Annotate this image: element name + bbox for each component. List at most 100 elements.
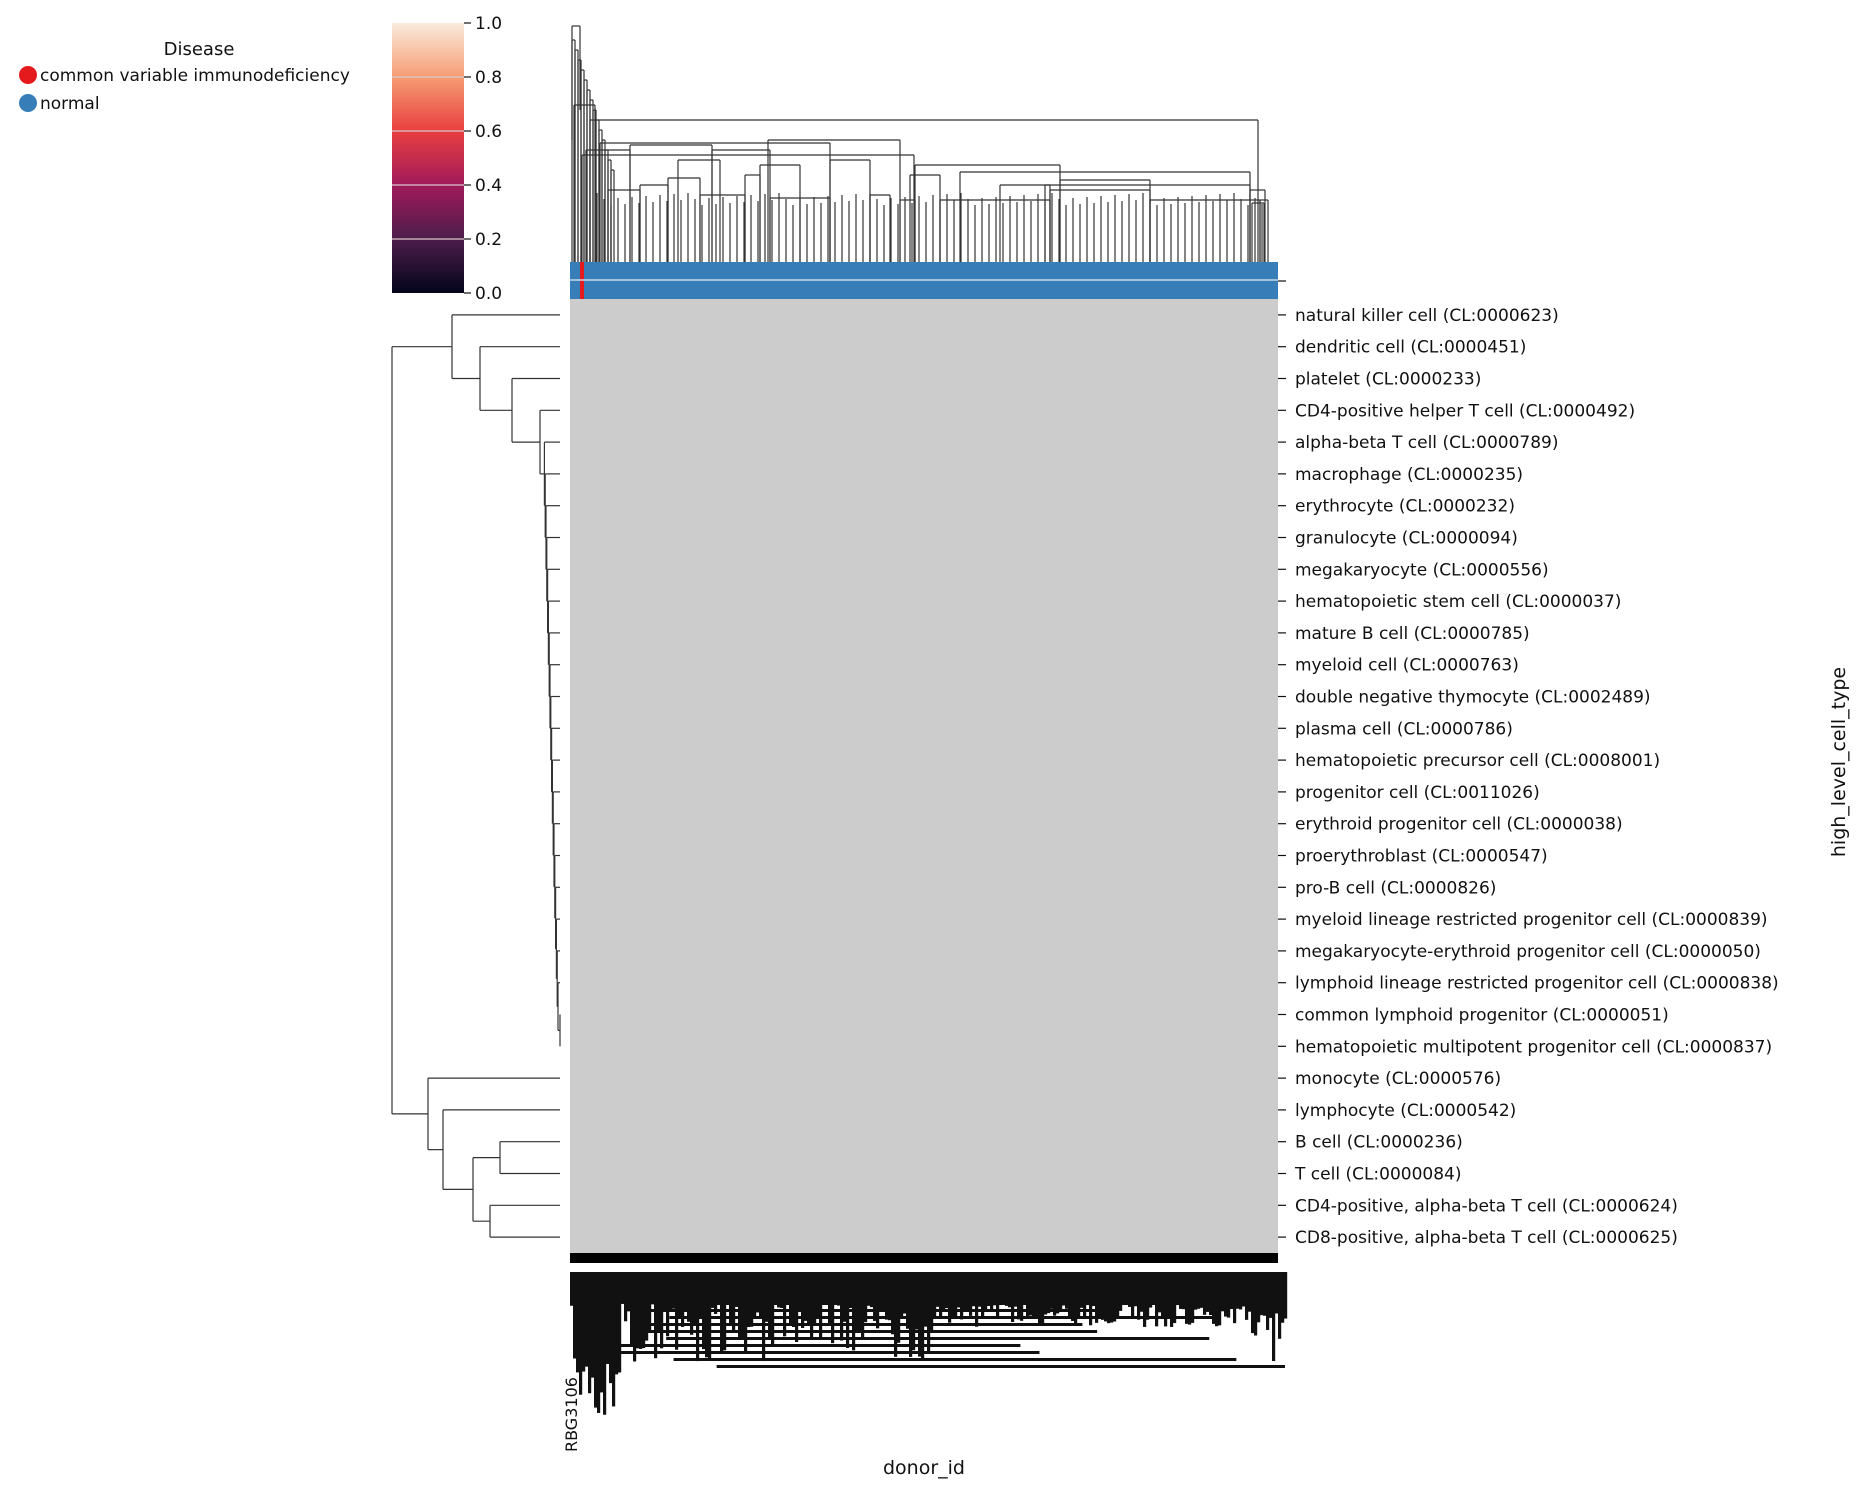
heatmap-grid [570, 299, 1278, 1263]
donor-tick-mark [1239, 1272, 1243, 1310]
donor-tick-mark [1224, 1272, 1228, 1317]
donor-tick-mark [1062, 1272, 1066, 1306]
donor-tick-mark [614, 1344, 1021, 1347]
donor-tick-mark [716, 1365, 1285, 1368]
legend-swatch-normal [19, 94, 37, 112]
row-label: mature B cell (CL:0000785) [1295, 624, 1530, 644]
donor-tick-mark [1143, 1272, 1147, 1327]
donor-tick-mark [822, 1272, 826, 1303]
donor-tick-mark [903, 1272, 907, 1314]
donor-tick-mark [1125, 1272, 1129, 1303]
donor-tick-mark [1023, 1272, 1027, 1304]
donor-tick-mark [655, 1281, 1171, 1284]
colorbar-gradient [392, 23, 464, 293]
y-axis-label: high_level_cell_type [1828, 667, 1850, 857]
donor-tick-mark [1167, 1272, 1171, 1317]
row-label: hematopoietic multipotent progenitor cel… [1295, 1037, 1772, 1057]
donor-tick-mark [1188, 1272, 1192, 1325]
donor-tick-mark [1131, 1272, 1135, 1318]
donor-tick-mark [1248, 1272, 1252, 1312]
donor-tick-mark [684, 1272, 688, 1312]
donor-tick-labels [570, 1272, 1288, 1415]
donor-tick-mark [741, 1272, 745, 1339]
donor-tick-mark [588, 1272, 592, 1394]
disease-legend: Disease common variable immunodeficiency… [19, 39, 350, 114]
row-label: progenitor cell (CL:0011026) [1295, 783, 1540, 803]
donor-tick-mark [1203, 1272, 1207, 1315]
donor-tick-mark [717, 1272, 721, 1304]
donor-tick-mark [1230, 1272, 1234, 1310]
donor-tick-mark [1269, 1272, 1273, 1318]
donor-tick-mark [1041, 1272, 1045, 1325]
donor-tick-mark [1149, 1272, 1153, 1308]
donor-tick-mark [1080, 1272, 1084, 1308]
donor-tick-mark [1170, 1272, 1174, 1327]
row-label: pro-B cell (CL:0000826) [1295, 878, 1496, 898]
row-label: macrophage (CL:0000235) [1295, 465, 1523, 485]
donor-tick-mark [1161, 1272, 1165, 1318]
donor-tick-mark [861, 1272, 865, 1340]
donor-tick-mark [969, 1272, 973, 1316]
legend-swatch-cvid [19, 66, 37, 84]
donor-tick-mark [657, 1272, 661, 1332]
donor-tick-mark [1122, 1272, 1126, 1304]
donor-tick-mark [915, 1272, 919, 1330]
donor-tick-mark [1089, 1272, 1093, 1326]
donor-tick-mark [1002, 1272, 1006, 1304]
donor-tick-mark [1236, 1272, 1240, 1309]
donor-tick-mark [939, 1272, 943, 1317]
donor-tick-mark [996, 1272, 1000, 1317]
colorbar-tick-label: 0.6 [475, 122, 502, 142]
donor-tick-mark [669, 1272, 673, 1311]
row-label: T cell (CL:0000084) [1294, 1165, 1462, 1185]
donor-tick-mark [579, 1272, 583, 1395]
donor-tick-mark [663, 1272, 667, 1312]
donor-tick-mark [623, 1288, 1052, 1291]
donor-tick-mark [876, 1272, 880, 1329]
row-label: granulocyte (CL:0000094) [1295, 529, 1518, 549]
donor-tick-mark [1128, 1272, 1132, 1307]
donor-tick-mark [1053, 1272, 1057, 1316]
donor-tick-mark [597, 1272, 601, 1413]
row-label: alpha-beta T cell (CL:0000789) [1295, 433, 1558, 453]
donor-tick-mark [729, 1272, 733, 1326]
donor-tick-mark [1044, 1272, 1048, 1315]
donor-tick-mark [615, 1272, 619, 1375]
donor-tick-mark [924, 1272, 928, 1327]
donor-tick-mark [1077, 1272, 1081, 1317]
donor-tick-mark [1206, 1272, 1210, 1312]
row-label: plasma cell (CL:0000786) [1295, 719, 1513, 739]
row-label: myeloid lineage restricted progenitor ce… [1295, 910, 1768, 930]
donor-tick-mark [744, 1272, 748, 1353]
donor-tick-mark [666, 1337, 1210, 1340]
row-label: B cell (CL:0000236) [1295, 1133, 1463, 1153]
row-label: common lymphoid progenitor (CL:0000051) [1295, 1006, 1669, 1026]
donor-tick-mark [1140, 1272, 1144, 1312]
row-label: CD4-positive, alpha-beta T cell (CL:0000… [1295, 1196, 1678, 1216]
donor-tick-mark [582, 1272, 586, 1372]
donor-tick-mark [831, 1272, 835, 1344]
donor-tick-mark [1260, 1272, 1264, 1316]
donor-tick-mark [819, 1272, 823, 1340]
donor-tick-mark [1086, 1272, 1090, 1306]
donor-tick-mark [1227, 1272, 1231, 1318]
row-label: hematopoietic stem cell (CL:0000037) [1295, 592, 1621, 612]
donor-tick-mark [612, 1272, 616, 1407]
donor-tick-mark [693, 1272, 697, 1324]
donor-tick-mark [1152, 1272, 1156, 1303]
colorbar-tick-label: 0.8 [475, 68, 502, 88]
donor-tick-mark [1254, 1272, 1258, 1336]
donor-tick-mark [1026, 1272, 1030, 1317]
donor-tick-mark [1209, 1272, 1213, 1316]
donor-tick-mark [669, 1316, 1222, 1319]
donor-tick-mark [1176, 1272, 1180, 1306]
colorbar-tick-label: 1.0 [475, 14, 502, 34]
donor-tick-mark [1047, 1272, 1051, 1314]
donor-tick-mark [1056, 1272, 1060, 1314]
row-label: CD4-positive helper T cell (CL:0000492) [1295, 401, 1635, 421]
legend-title: Disease [164, 39, 235, 60]
donor-tick-mark [897, 1272, 901, 1343]
donor-tick-mark [1278, 1272, 1282, 1339]
colorbar-tick-label: 0.2 [475, 230, 502, 250]
donor-tick-mark [747, 1272, 751, 1328]
